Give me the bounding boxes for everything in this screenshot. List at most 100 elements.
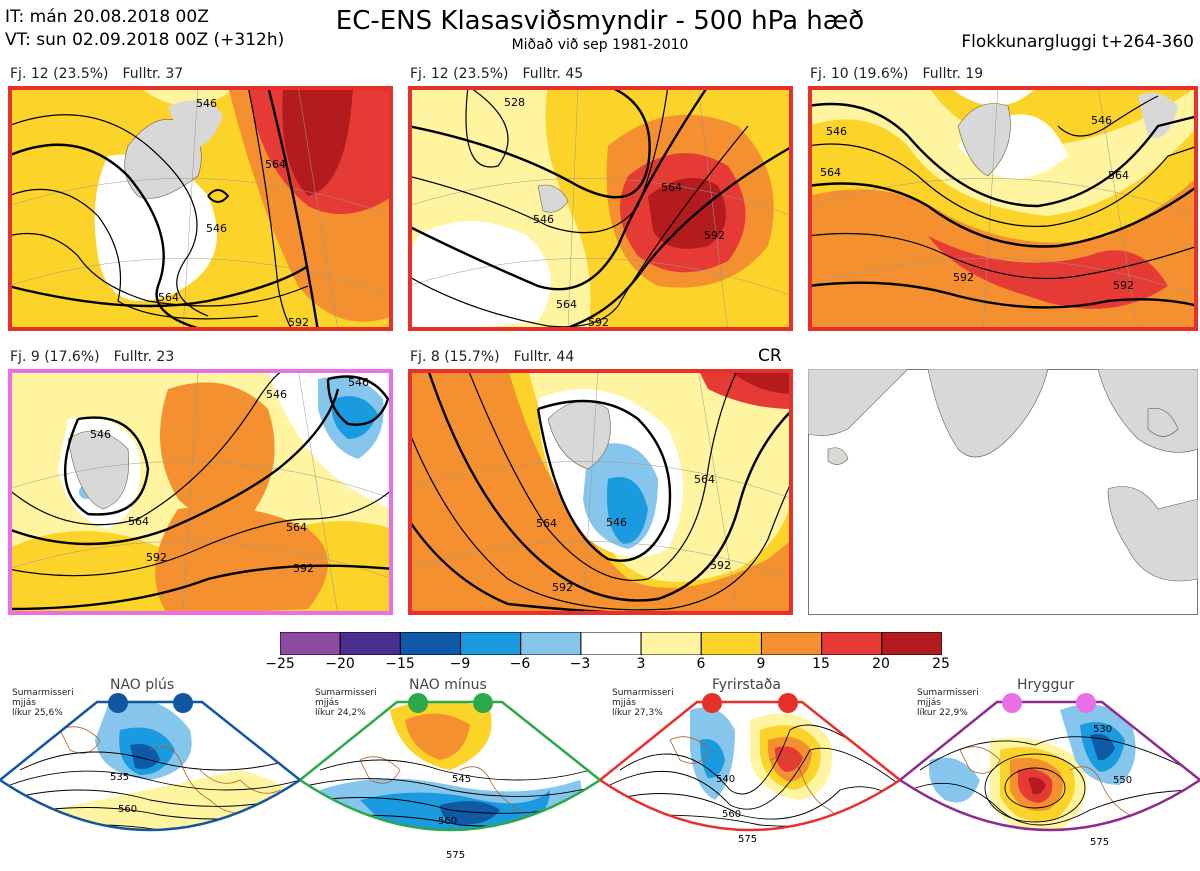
panel-2-frame [408,86,793,331]
regime-1-prob: líkur 25,6% [12,708,63,718]
regime-3-season: Sumarmisseri [612,688,674,698]
regime-4-name: Hryggur [1017,677,1074,693]
colorbar-tick: 6 [696,656,706,672]
colorbar-tick: −15 [385,656,415,672]
panel-3-frame [808,86,1198,331]
panel-3-map: 546 546 564 564 592 592 [808,86,1198,331]
regime-2-marker [408,693,428,713]
colorbar-swatch [881,632,942,655]
panel-1-contours [8,86,320,331]
panel-6-coastlines [808,369,1198,582]
panel-5-contour-label: 564 [536,517,557,530]
panel-6-map [808,369,1198,615]
panel-4-svg: 546 546 564 564 592 592 546 [8,369,393,615]
colorbar-tick: 9 [756,656,766,672]
regime-3-method: mjjás [612,698,636,708]
regime-2-marker [473,693,493,713]
panel-2-contour-label: 546 [533,213,554,226]
regime-3-fan: 540 560 575 [600,693,900,845]
regime-1-marker [173,693,193,713]
panel-1-anom-neutral [94,154,217,301]
panel-3-land [1138,92,1178,138]
panel-5-contour-label: 546 [606,516,627,529]
regime-3-marker [778,693,798,713]
colorbar-swatch [520,632,582,655]
panel-1-anom-extreme [282,86,353,196]
regime-4-prob: líkur 22,9% [917,708,968,718]
regime-1-info: Sumarmisseri mjjás líkur 25,6% [12,688,74,718]
regime-2-contour-label: 545 [452,774,471,785]
panel-4-contour-label: 546 [348,376,369,389]
regime-3-name: Fyrirstaða [712,677,781,693]
colorbar [280,632,942,655]
regime-3-marker [702,693,722,713]
issue-time: IT: mán 20.08.2018 00Z [5,7,209,27]
panel-4-greenland [67,430,129,510]
panel-1-cluster: Fj. 12 (23.5%) [10,66,109,82]
panel-5-member: Fulltr. 44 [513,349,575,365]
panel-4-contour-label: 592 [146,551,167,564]
panel-3-greenland [957,103,1011,177]
panel-6-svg [808,369,1198,615]
panel-4-contours [8,369,393,611]
panel-4-anom-neutral [58,369,393,529]
colorbar-swatch [700,632,762,655]
colorbar-tick: −6 [509,656,531,672]
panel-3-label: Fj. 10 (19.6%) Fulltr. 19 [810,66,997,82]
regime-3-info: Sumarmisseri mjjás líkur 27,3% [612,688,674,718]
colorbar-tick: 20 [872,656,890,672]
panel-4-anom-strong [155,382,328,615]
panel-2-graticule [408,86,793,331]
panel-1-label: Fj. 12 (23.5%) Fulltr. 37 [10,66,197,82]
panel-5-anom-negative [607,477,648,544]
colorbar-swatch [821,632,883,655]
panel-2-contour-label: 564 [661,181,682,194]
regime-3-contour-label: 560 [722,809,741,820]
panel-3-contour-label: 592 [1113,279,1134,292]
panel-2-cluster: Fj. 12 (23.5%) [410,66,509,82]
panel-1-contour-label: 546 [206,222,227,235]
panel-4-contour-label: 546 [266,388,287,401]
panel-4-cluster: Fj. 9 (17.6%) [10,349,100,365]
regime-4-marker [1002,693,1022,713]
panel-2-member: Fulltr. 45 [522,66,584,82]
regime-4-contour-label: 530 [1093,724,1112,735]
page-subtitle: Miðað við sep 1981-2010 [511,37,689,53]
page-title: EC-ENS Klasasviðsmyndir - 500 hPa hæð [335,6,865,36]
panel-1-contour-label: 564 [158,291,179,304]
colorbar-swatch [280,632,341,655]
regime-1-contour-label: 560 [118,804,137,815]
colorbar-tick: −9 [449,656,471,672]
panel-1-frame [8,86,393,331]
classification-window: Flokkunargluggi t+264-360 [961,32,1194,52]
regime-4-contour-label: 575 [1090,837,1109,848]
panel-5-svg: 546 564 592 564 592 [408,369,793,615]
panel-1-svg: 546 564 564 546 592 [8,86,393,331]
panel-5-map: 546 564 592 564 592 [408,369,793,615]
panel-5-contour-label: 592 [552,581,573,594]
panel-5-contour-label: 564 [694,473,715,486]
panel-2-map: 528 546 564 592 564 592 [408,86,793,331]
panel-3-graticule [808,86,1198,331]
panel-5-frame [408,369,793,615]
regime-4-marker [1076,693,1096,713]
cr-label: CR [758,346,782,366]
regime-4-contour-label: 550 [1113,775,1132,786]
valid-time: VT: sun 02.09.2018 00Z (+312h) [5,30,285,50]
regime-2-contour-label: 560 [438,816,457,827]
panel-5-contour-label: 592 [710,559,731,572]
regime-4-season: Sumarmisseri [917,688,979,698]
regime-2-season: Sumarmisseri [315,688,377,698]
colorbar-swatch [399,632,462,655]
colorbar-swatch [339,632,401,655]
regime-3-contour-label: 540 [716,774,735,785]
regime-2-name: NAO mínus [409,677,487,693]
colorbar-tick: 25 [932,656,950,672]
colorbar-tick: −3 [569,656,591,672]
panel-2-svg: 528 546 564 592 564 592 [408,86,793,331]
panel-4-graticule [8,369,393,615]
colorbar-tick: −20 [325,656,355,672]
panel-2-contours [408,86,793,331]
regime-1-contour-label: 535 [110,772,129,783]
panel-3-contour-label: 564 [820,166,841,179]
